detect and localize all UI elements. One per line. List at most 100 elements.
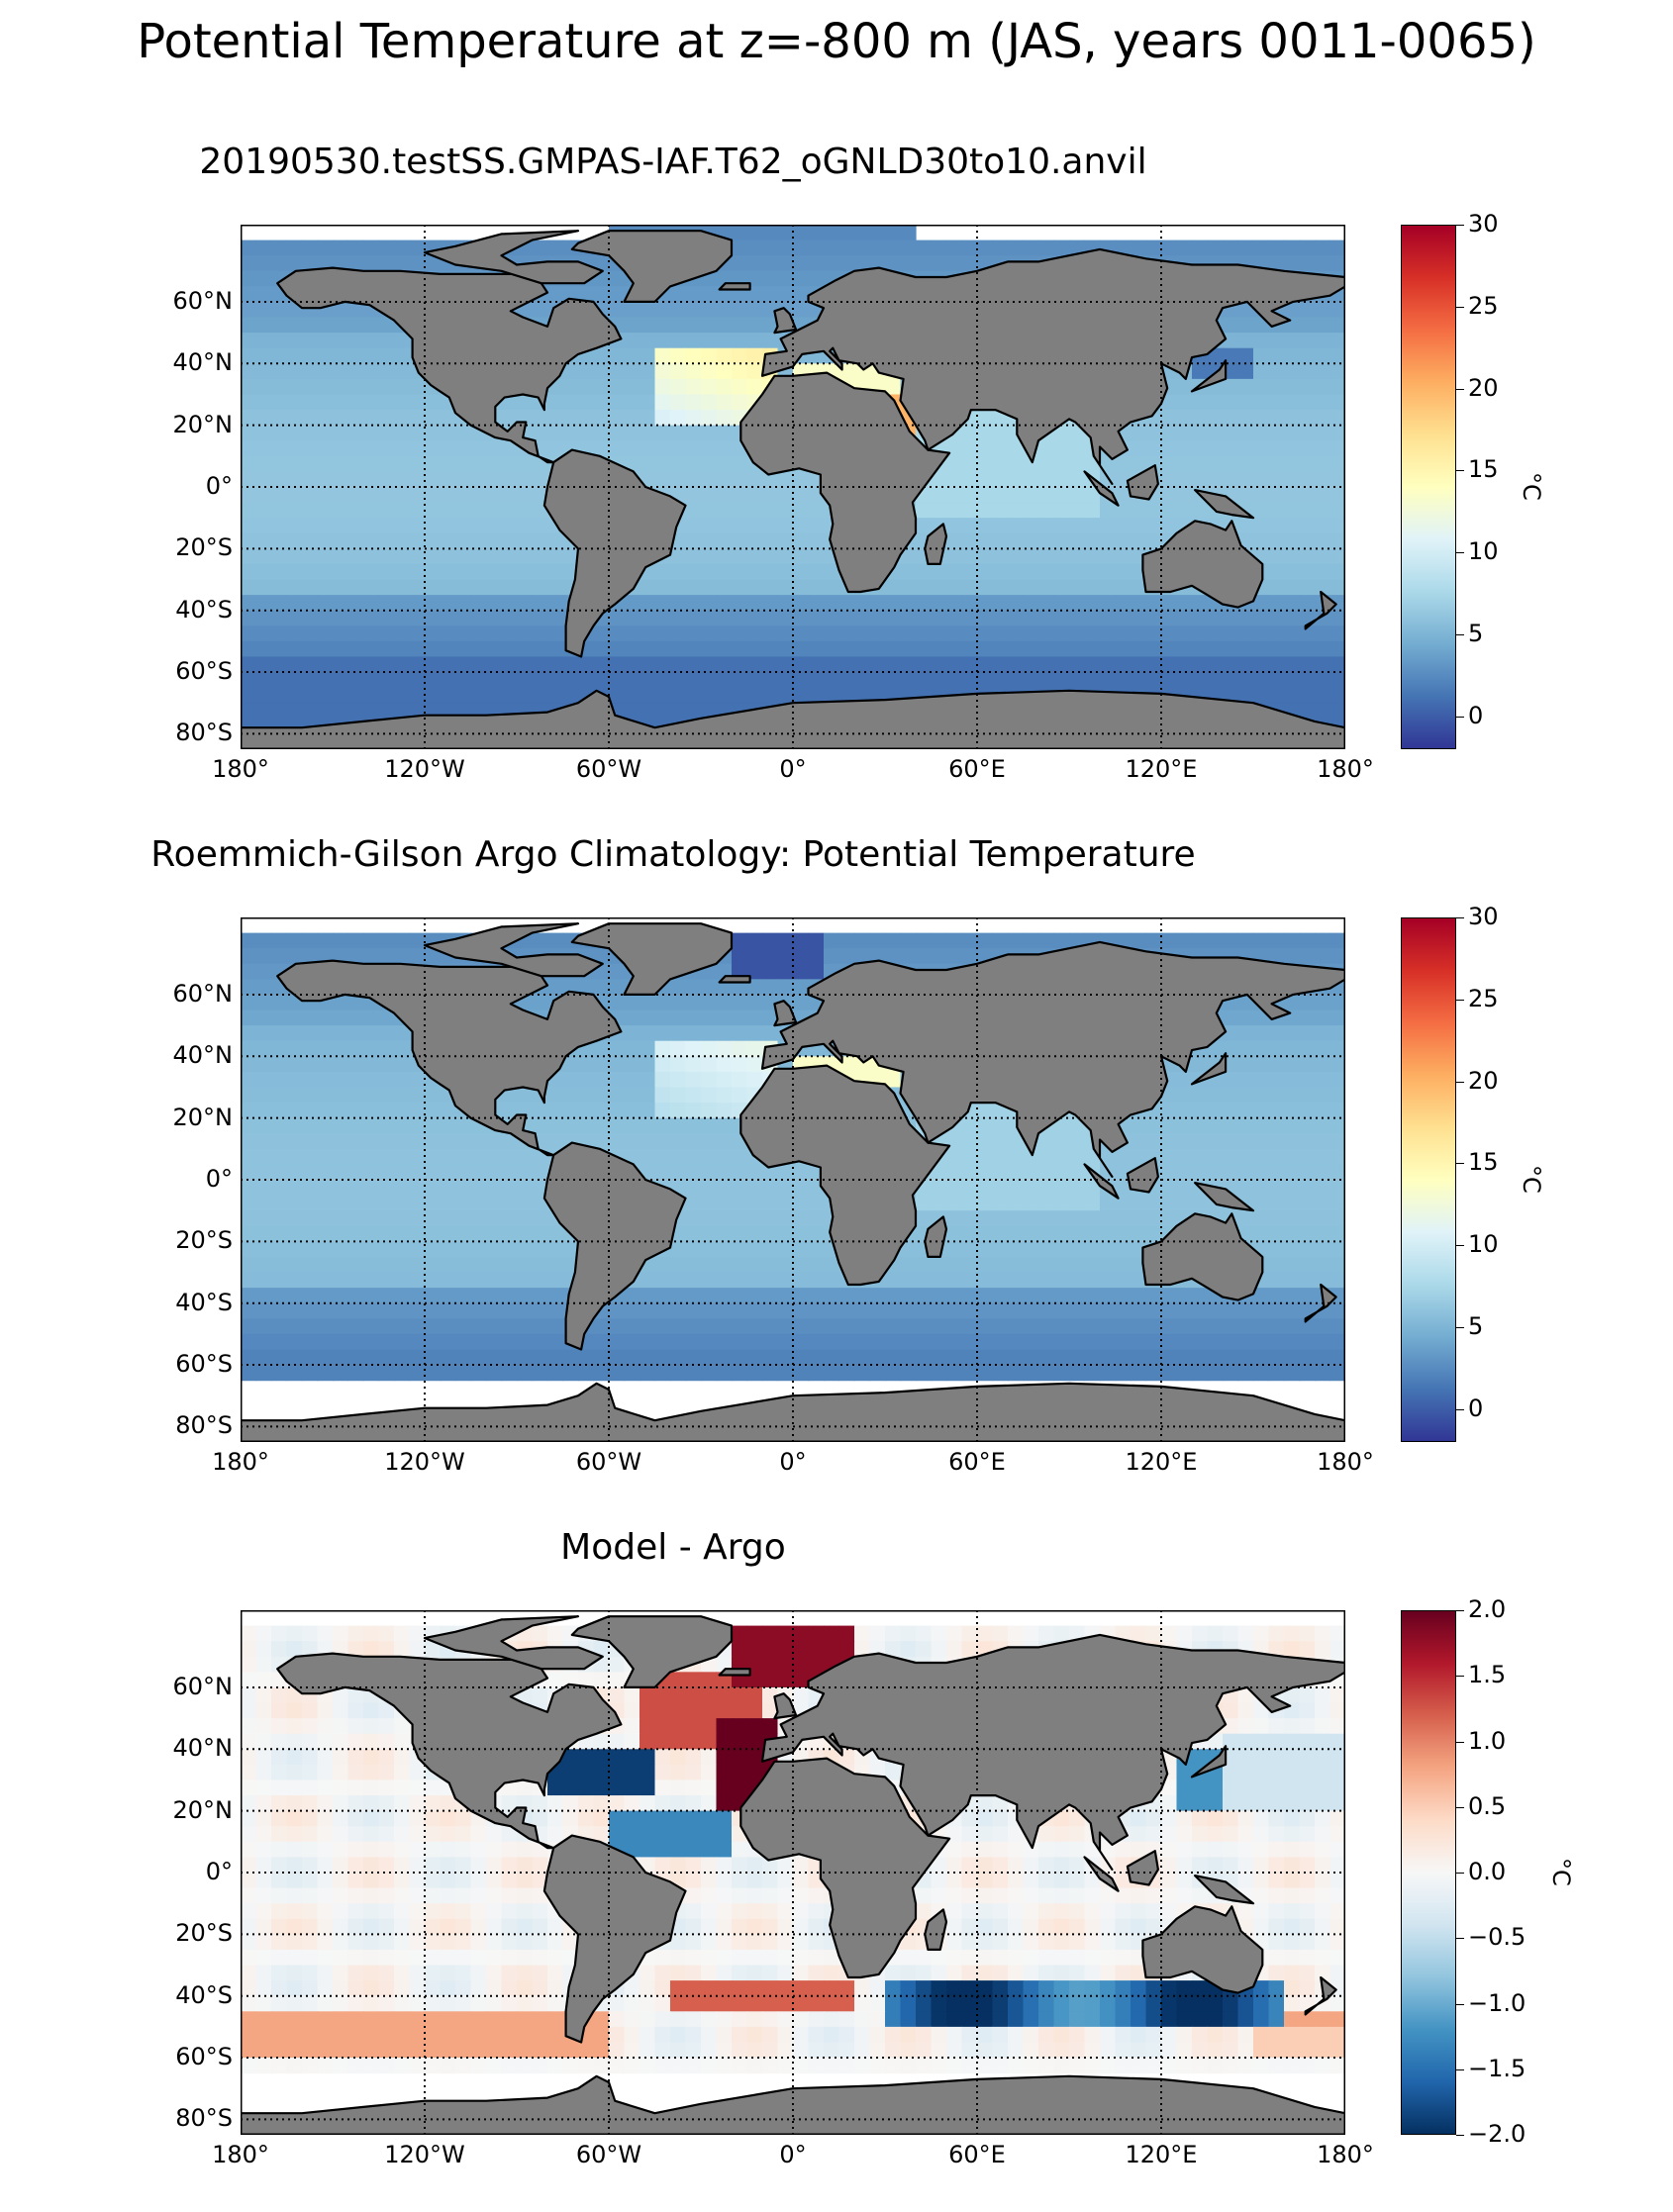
lon-tick-label: 120°E	[1125, 2141, 1198, 2168]
landmass-6	[241, 1382, 1345, 1442]
landmass-5	[570, 230, 734, 303]
lon-tick-label: 120°E	[1125, 755, 1198, 783]
landmass-6	[241, 2074, 1345, 2135]
landmass-7	[423, 922, 604, 978]
colorbar-tick-label: 25	[1468, 291, 1499, 320]
lon-tick-label: 120°W	[384, 755, 465, 783]
colorbar-tick-label: 30	[1468, 903, 1499, 930]
colorbar-tick-label: 0	[1468, 1394, 1484, 1422]
landmass-13	[718, 1668, 751, 1677]
land-masses	[241, 1615, 1345, 2135]
plot-frame	[241, 225, 1345, 749]
colorbar-tick-mark	[1456, 917, 1464, 918]
landmass-4	[1141, 520, 1264, 609]
landmass-9	[1083, 1163, 1120, 1200]
panel-2-map	[241, 917, 1345, 1442]
colorbar-tick-label: 1.5	[1468, 1661, 1507, 1689]
landmass-14	[1190, 1052, 1228, 1086]
colorbar-tick-mark	[1456, 306, 1464, 308]
lon-tick-label: 0°	[779, 2141, 807, 2168]
colorbar-tick-mark	[1456, 470, 1464, 472]
lon-tick-label: 180°	[1317, 1448, 1374, 1476]
landmass-3	[760, 1633, 1345, 1871]
colorbar-tick-mark	[1456, 2003, 1464, 2005]
landmass-11	[1194, 489, 1255, 520]
lon-tick-label: 60°E	[948, 2141, 1006, 2168]
lat-tick-label: 80°S	[175, 2104, 233, 2133]
lat-tick-label: 0°	[205, 1858, 233, 1885]
colorbar-tick-label: 20	[1468, 373, 1499, 402]
panel-2-plot-area	[241, 917, 1345, 1442]
lat-tick-label: 20°S	[175, 533, 233, 562]
landmass-10	[1126, 464, 1159, 501]
lat-tick-label: 0°	[205, 472, 233, 500]
lon-tick-label: 180°	[1317, 2141, 1374, 2168]
panel-3-map	[241, 1610, 1345, 2135]
lon-tick-label: 0°	[779, 1448, 807, 1476]
lon-tick-label: 60°E	[948, 1448, 1006, 1476]
gridlines	[241, 1610, 1345, 2135]
colorbar-tick-mark	[1456, 2135, 1464, 2136]
landmass-12	[773, 1000, 798, 1027]
landmass-4	[1141, 1905, 1264, 1994]
lat-tick-label: 60°S	[175, 2043, 233, 2071]
colorbar-tick-mark	[1456, 2068, 1464, 2070]
landmass-7	[423, 230, 604, 285]
lat-tick-label: 40°S	[175, 1980, 233, 2009]
lat-tick-label: 60°S	[175, 1350, 233, 1379]
lon-tick-label: 60°W	[575, 2141, 642, 2168]
landmass-15	[1304, 1975, 1337, 2016]
landmass-15	[1304, 590, 1337, 630]
landmass-10	[1126, 1850, 1159, 1886]
colorbar-tick-mark	[1456, 634, 1464, 636]
lon-tick-label: 180°	[1317, 755, 1374, 783]
panel-2-colorbar-label: °C	[1518, 1165, 1545, 1194]
landmass-9	[1083, 1856, 1120, 1892]
colorbar-tick-label: −1.5	[1468, 2054, 1526, 2082]
gridlines	[241, 225, 1345, 749]
colorbar-tick-label: 5	[1468, 620, 1484, 648]
colorbar-tick-label: 2.0	[1468, 1595, 1507, 1623]
colorbar-tick-label: 25	[1468, 984, 1499, 1012]
lat-tick-label: 40°N	[172, 1041, 234, 1070]
landmass-8	[924, 1908, 948, 1951]
lon-tick-label: 120°E	[1125, 1448, 1198, 1476]
land-masses	[241, 230, 1345, 749]
colorbar-tick-label: 0.5	[1468, 1791, 1507, 1820]
colorbar-tick-label: 20	[1468, 1066, 1499, 1095]
landmass-14	[1190, 359, 1228, 393]
colorbar-tick-label: −2.0	[1468, 2120, 1526, 2148]
landmass-4	[1141, 1212, 1264, 1301]
colorbar-tick-mark	[1456, 1741, 1464, 1743]
lat-tick-label: 20°N	[172, 1795, 234, 1824]
landmass-0	[276, 266, 623, 464]
colorbar-tick-mark	[1456, 1327, 1464, 1329]
colorbar-tick-mark	[1456, 1610, 1464, 1611]
colorbar-tick-mark	[1456, 1408, 1464, 1410]
colorbar-tick-label: 5	[1468, 1312, 1484, 1341]
gridlines	[241, 917, 1345, 1442]
lat-tick-label: 60°N	[172, 1672, 234, 1700]
panel-3-colorbar-label: °C	[1547, 1858, 1575, 1886]
lon-tick-label: 60°W	[575, 1448, 642, 1476]
landmass-0	[276, 959, 623, 1157]
landmass-3	[760, 940, 1345, 1178]
lat-tick-label: 20°S	[175, 1226, 233, 1255]
colorbar-tick-mark	[1456, 1081, 1464, 1083]
landmass-13	[718, 282, 751, 291]
lat-tick-label: 0°	[205, 1165, 233, 1193]
colorbar-tick-label: 10	[1468, 1230, 1499, 1259]
landmass-5	[570, 922, 734, 996]
landmass-11	[1194, 1875, 1255, 1905]
colorbar-tick-label: 1.0	[1468, 1726, 1507, 1755]
colorbar-tick-mark	[1456, 1806, 1464, 1808]
lon-tick-label: 60°W	[575, 755, 642, 783]
lat-tick-label: 80°S	[175, 1411, 233, 1440]
lat-tick-label: 20°N	[172, 410, 234, 438]
colorbar-tick-mark	[1456, 552, 1464, 554]
lon-tick-label: 0°	[779, 755, 807, 783]
colorbar-tick-mark	[1456, 1163, 1464, 1165]
plot-frame	[241, 1610, 1345, 2135]
colorbar-tick-mark	[1456, 1873, 1464, 1874]
lon-tick-label: 180°	[212, 1448, 269, 1476]
